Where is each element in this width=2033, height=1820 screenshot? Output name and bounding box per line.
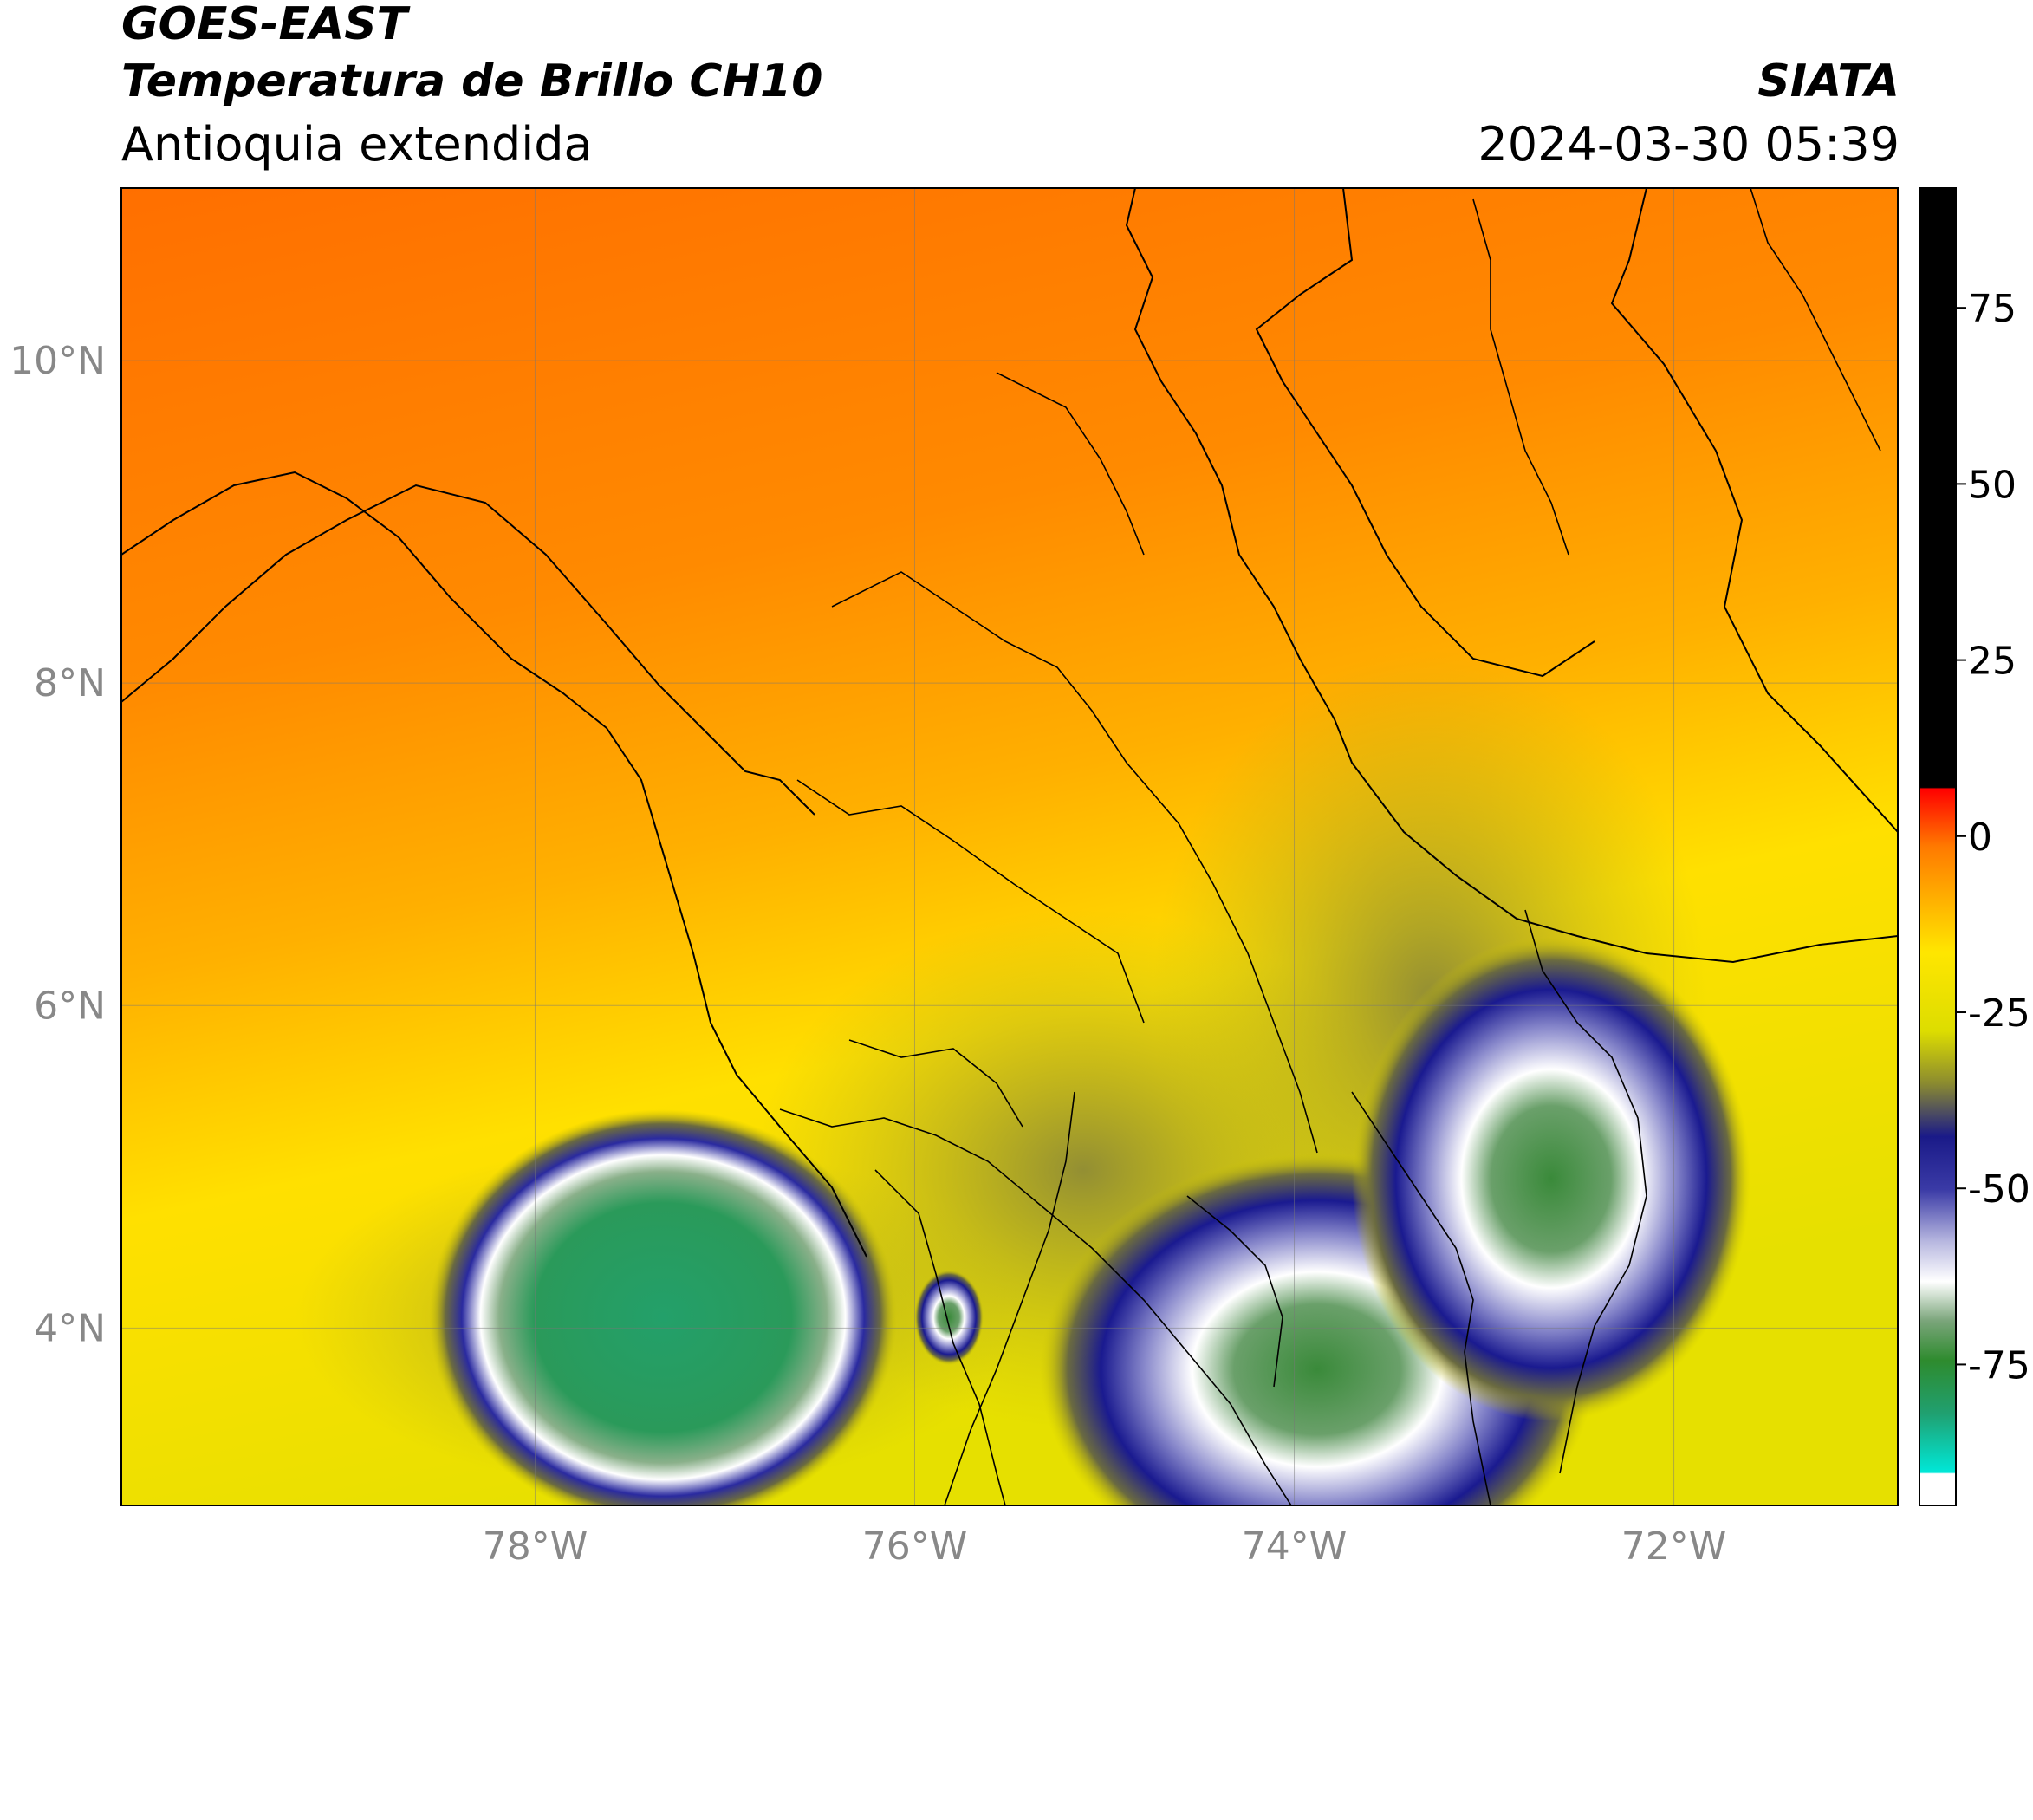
lat-tick-label: 4°N (34, 1306, 106, 1350)
colorbar-tick-label: 75 (1968, 287, 2017, 331)
lon-tick-label: 76°W (862, 1524, 968, 1569)
source-label: SIATA (1757, 55, 1900, 107)
datetime-label: 2024-03-30 05:39 (1478, 117, 1900, 172)
lon-tick-label: 74°W (1242, 1524, 1348, 1569)
convective-cell-small (914, 1270, 984, 1365)
lat-tick-label: 6°N (34, 984, 106, 1028)
department-borders (779, 188, 1881, 1505)
lon-tick-label: 72°W (1621, 1524, 1727, 1569)
convective-cell-east (1352, 936, 1750, 1421)
colorbar-tick-label: 25 (1968, 640, 2017, 684)
colorbar-ticks: 75 50 25 0 -25 -50 -75 (1956, 287, 2030, 1388)
product-title: Temperatura de Brillo CH10 (121, 55, 823, 107)
region-subtitle: Antioquia extendida (121, 117, 593, 172)
longitude-axis: 78°W 76°W 74°W 72°W (483, 1524, 1727, 1569)
latitude-axis: 10°N 8°N 6°N 4°N (10, 339, 106, 1350)
lat-tick-label: 10°N (10, 339, 106, 383)
colorbar: 75 50 25 0 -25 -50 -75 (1919, 187, 2030, 1506)
colorbar-gradient (1919, 187, 1957, 1506)
map-plot-area (121, 188, 1898, 1505)
country-borders (121, 188, 1898, 1258)
lat-tick-label: 8°N (34, 661, 106, 705)
colorbar-tick-label: 0 (1968, 816, 1992, 860)
lon-tick-label: 78°W (483, 1524, 588, 1569)
colorbar-tick-label: 50 (1968, 463, 2017, 507)
convective-cell-west (429, 1109, 897, 1505)
graticule (121, 188, 1898, 1505)
colorbar-tick-label: -50 (1968, 1167, 2030, 1212)
satellite-title: GOES-EAST (121, 0, 408, 50)
colorbar-tick-label: -25 (1968, 991, 2030, 1036)
colorbar-tick-label: -75 (1968, 1343, 2030, 1388)
map-frame (120, 187, 1899, 1506)
